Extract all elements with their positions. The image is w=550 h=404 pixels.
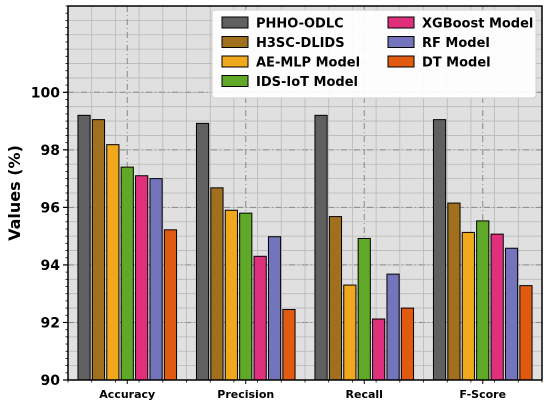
bar-h3sc-dlids-f-score bbox=[447, 202, 461, 381]
legend-label: H3SC-DLIDS bbox=[256, 36, 345, 51]
y-tick-label: 94 bbox=[41, 258, 61, 274]
legend-label: DT Model bbox=[422, 56, 491, 71]
y-tick-label: 96 bbox=[41, 200, 60, 216]
legend-swatch bbox=[221, 55, 249, 68]
legend-label: XGBoost Model bbox=[422, 17, 533, 32]
bar-phho-odlc-precision bbox=[195, 122, 210, 381]
legend-item: XGBoost Model bbox=[387, 16, 533, 32]
legend: PHHO-ODLC H3SC-DLIDS AE-MLP Model IDS-IoT M… bbox=[211, 9, 537, 99]
bar-h3sc-dlids-recall bbox=[328, 216, 343, 381]
x-tick-label: Accuracy bbox=[99, 388, 155, 401]
bar-rf-model-recall bbox=[386, 273, 400, 381]
legend-item: DT Model bbox=[387, 55, 491, 71]
bar-xgboost-model-f-score bbox=[490, 233, 504, 381]
x-axis: Accuracy Precision Recall F-Score bbox=[67, 380, 543, 401]
legend-swatch bbox=[387, 16, 415, 29]
bar-h3sc-dlids-accuracy bbox=[91, 119, 106, 381]
legend-label: IDS-IoT Model bbox=[256, 75, 358, 90]
bar-dt-model-recall bbox=[400, 307, 415, 381]
bar-ae-mlp-model-precision bbox=[224, 209, 238, 381]
bar-ae-mlp-model-recall bbox=[343, 284, 357, 381]
x-tick-label: F-Score bbox=[459, 388, 506, 401]
legend-label: PHHO-ODLC bbox=[256, 17, 344, 32]
legend-label: RF Model bbox=[422, 36, 490, 51]
legend-swatch bbox=[387, 55, 415, 68]
legend-item: IDS-IoT Model bbox=[221, 75, 358, 90]
y-tick-label: 98 bbox=[41, 143, 60, 159]
bar-rf-model-precision bbox=[267, 236, 282, 381]
y-tick-label: 90 bbox=[41, 373, 61, 389]
bar-xgboost-model-recall bbox=[372, 318, 386, 381]
bar-ids-iot-model-precision bbox=[239, 212, 253, 381]
y-tick-label: 92 bbox=[41, 315, 60, 331]
bar-ids-iot-model-recall bbox=[357, 237, 371, 381]
bar-rf-model-accuracy bbox=[149, 178, 163, 381]
x-tick-label: Precision bbox=[217, 388, 274, 401]
legend-item: AE-MLP Model bbox=[221, 55, 360, 71]
bar-dt-model-precision bbox=[282, 309, 296, 381]
legend-swatch bbox=[221, 75, 249, 87]
legend-item: H3SC-DLIDS bbox=[221, 36, 345, 51]
y-axis: 90 92 94 96 98 100 bbox=[31, 5, 68, 389]
bar-dt-model-accuracy bbox=[163, 229, 178, 381]
bars bbox=[77, 114, 533, 381]
bar-ae-mlp-model-f-score bbox=[461, 231, 475, 381]
bar-ids-iot-model-f-score bbox=[476, 220, 490, 381]
legend-item: RF Model bbox=[387, 36, 490, 51]
bar-phho-odlc-accuracy bbox=[77, 114, 91, 381]
bar-phho-odlc-f-score bbox=[432, 119, 447, 381]
bar-phho-odlc-recall bbox=[314, 114, 328, 381]
legend-box bbox=[211, 9, 537, 99]
bar-h3sc-dlids-precision bbox=[210, 187, 224, 381]
bar-rf-model-f-score bbox=[504, 247, 519, 381]
x-tick-label: Recall bbox=[346, 388, 383, 401]
legend-swatch bbox=[221, 16, 249, 29]
legend-swatch bbox=[387, 36, 415, 48]
bar-xgboost-model-precision bbox=[253, 255, 267, 381]
y-tick-label: 100 bbox=[31, 85, 60, 101]
bar-xgboost-model-accuracy bbox=[135, 175, 149, 381]
bar-ae-mlp-model-accuracy bbox=[106, 144, 120, 381]
bar-dt-model-f-score bbox=[519, 285, 533, 381]
legend-swatch bbox=[221, 36, 249, 48]
legend-item: PHHO-ODLC bbox=[221, 16, 344, 32]
y-axis-title: Values (%) bbox=[5, 145, 24, 241]
legend-label: AE-MLP Model bbox=[256, 56, 360, 71]
bar-ids-iot-model-accuracy bbox=[120, 166, 134, 381]
